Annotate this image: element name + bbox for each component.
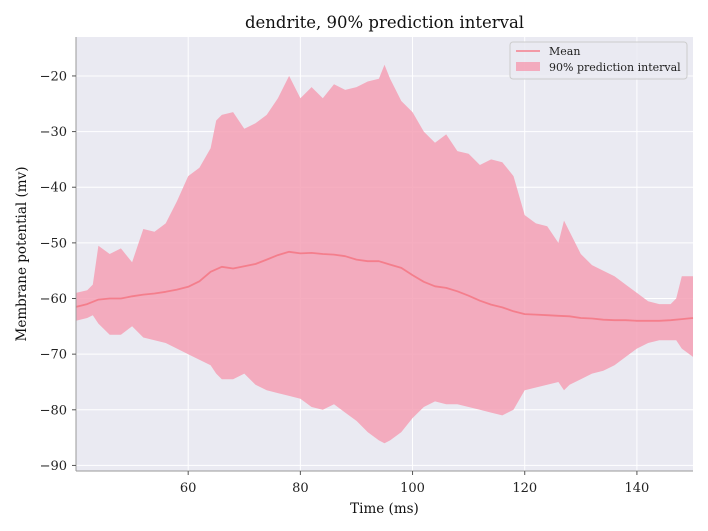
x-tick-label: 80 xyxy=(292,481,309,496)
y-tick-label: −40 xyxy=(40,181,67,196)
x-axis-label: Time (ms) xyxy=(350,501,419,517)
y-tick-label: −30 xyxy=(40,125,67,140)
line-layer xyxy=(75,250,694,322)
y-tick-label: −60 xyxy=(40,292,67,307)
y-tick-label: −70 xyxy=(40,348,67,363)
legend-band-swatch xyxy=(516,62,540,71)
y-tick-label: −20 xyxy=(40,69,67,84)
chart-title: dendrite, 90% prediction interval xyxy=(245,13,524,32)
y-tick-label: −80 xyxy=(40,403,67,418)
legend-band-label: 90% prediction interval xyxy=(549,61,681,74)
y-axis-label: Membrane potential (mv) xyxy=(14,167,30,342)
legend-mean-label: Mean xyxy=(549,45,580,58)
y-ticks: −90 −80 −70 −60 −50 −40 −30 −20 xyxy=(40,69,76,474)
x-tick-label: 140 xyxy=(624,481,649,496)
legend: Mean 90% prediction interval xyxy=(509,41,688,80)
band-layer xyxy=(76,64,693,444)
x-tick-label: 100 xyxy=(400,481,425,496)
y-tick-label: −90 xyxy=(40,459,67,474)
prediction-interval-band xyxy=(76,64,693,444)
x-tick-label: 60 xyxy=(180,481,197,496)
legend-box xyxy=(509,41,688,80)
mean-line xyxy=(75,250,694,322)
x-ticks: 60 80 100 120 140 xyxy=(180,471,649,496)
x-tick-label: 120 xyxy=(512,481,537,496)
y-tick-label: −50 xyxy=(40,236,67,251)
